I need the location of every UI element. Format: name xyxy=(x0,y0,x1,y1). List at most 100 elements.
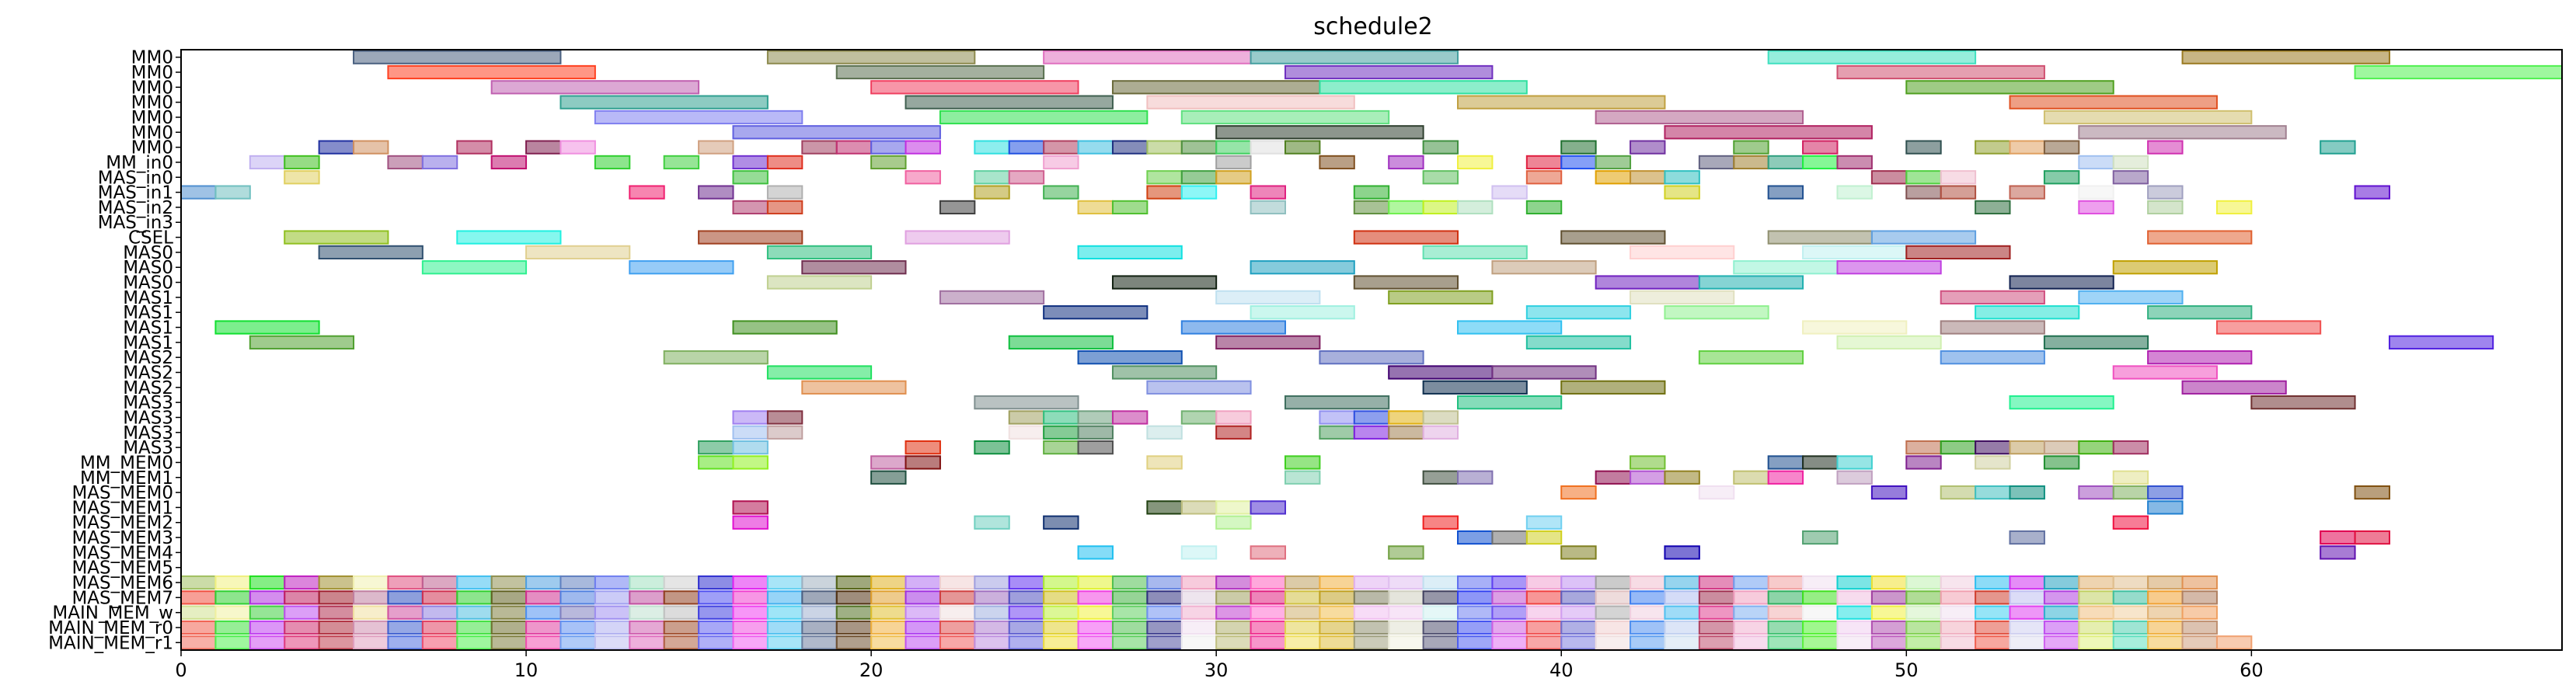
task-bar xyxy=(1767,470,1804,485)
task-bar xyxy=(1284,635,1321,650)
task-bar xyxy=(1940,185,1977,200)
task-bar xyxy=(1698,635,1735,650)
task-bar xyxy=(1457,320,1563,335)
y-tick-label: MAS_MEM4 xyxy=(71,543,173,563)
task-bar xyxy=(629,635,665,650)
task-bar xyxy=(1422,470,1459,485)
task-bar xyxy=(1422,245,1528,259)
task-bar xyxy=(2043,455,2080,470)
y-tick-label: MAS3 xyxy=(123,438,173,458)
task-bar xyxy=(766,275,873,290)
task-bar xyxy=(1180,620,1218,635)
task-bar xyxy=(353,620,389,635)
task-bar xyxy=(214,605,251,620)
task-bar xyxy=(732,635,769,650)
task-bar xyxy=(2147,635,2184,650)
task-bar xyxy=(1077,140,1114,155)
task-bar xyxy=(801,140,838,155)
task-bar xyxy=(1767,590,1804,605)
task-bar xyxy=(214,320,320,335)
task-bar xyxy=(1664,125,1873,140)
task-bar xyxy=(214,590,251,605)
task-bar xyxy=(2181,605,2218,620)
task-bar xyxy=(905,575,941,590)
task-bar xyxy=(732,170,769,185)
task-bar xyxy=(1215,500,1252,515)
task-bar xyxy=(318,590,355,605)
task-bar xyxy=(1250,305,1355,320)
task-bar xyxy=(1836,605,1873,620)
task-bar xyxy=(1560,140,1597,155)
task-bar xyxy=(284,155,320,170)
task-bar xyxy=(1284,140,1321,155)
task-bar xyxy=(2147,200,2184,215)
task-bar xyxy=(1284,64,1494,80)
task-bar xyxy=(1043,590,1079,605)
task-bar xyxy=(1630,590,1666,605)
task-bar xyxy=(1457,590,1494,605)
task-bar xyxy=(939,590,976,605)
task-bar xyxy=(1975,635,2011,650)
task-bar xyxy=(1319,425,1355,440)
task-bar xyxy=(318,620,355,635)
task-bar xyxy=(1457,155,1494,170)
task-bar xyxy=(1767,455,1804,470)
task-bar xyxy=(284,575,320,590)
task-bar xyxy=(974,590,1010,605)
task-bar xyxy=(1560,485,1597,500)
task-bar xyxy=(732,125,941,140)
task-bar xyxy=(1353,620,1390,635)
task-bar xyxy=(766,410,803,425)
task-bar xyxy=(1457,530,1494,545)
task-bar xyxy=(1630,470,1666,485)
task-bar xyxy=(1422,380,1528,395)
task-bar xyxy=(1698,575,1735,590)
task-bar xyxy=(1111,575,1149,590)
task-bar xyxy=(1250,605,1286,620)
task-bar xyxy=(732,575,769,590)
task-bar xyxy=(2078,125,2287,140)
task-bar xyxy=(766,365,873,380)
task-bar xyxy=(525,605,562,620)
task-bar xyxy=(1733,605,1769,620)
task-bar xyxy=(1043,440,1079,455)
task-bar xyxy=(974,605,1010,620)
task-bar xyxy=(1077,425,1114,440)
task-bar xyxy=(1043,605,1079,620)
task-bar xyxy=(2078,290,2184,304)
task-bar xyxy=(1008,575,1045,590)
task-bar xyxy=(1905,605,1942,620)
task-bar xyxy=(1111,635,1149,650)
task-bar xyxy=(1043,425,1079,440)
task-bar xyxy=(2009,530,2045,545)
task-bar xyxy=(2043,440,2080,455)
task-bar xyxy=(974,515,1010,530)
task-bar xyxy=(1905,635,1942,650)
task-bar xyxy=(456,590,493,605)
task-bar xyxy=(870,635,907,650)
task-bar xyxy=(1905,455,1942,470)
task-bar xyxy=(663,155,700,170)
task-bar xyxy=(1630,635,1666,650)
task-bar xyxy=(698,590,734,605)
task-bar xyxy=(2009,485,2045,500)
task-bar xyxy=(1319,590,1355,605)
task-bar xyxy=(490,605,528,620)
task-bar xyxy=(1940,290,2045,304)
y-tick-label: MAS_in2 xyxy=(98,198,173,218)
task-bar xyxy=(353,605,389,620)
task-bar xyxy=(1043,410,1079,425)
task-bar xyxy=(1940,620,1977,635)
task-bar xyxy=(1215,575,1252,590)
task-bar xyxy=(1975,140,2011,155)
task-bar xyxy=(1008,620,1045,635)
task-bar xyxy=(1525,620,1563,635)
task-bar xyxy=(1975,305,2080,320)
task-bar xyxy=(1802,455,1839,470)
task-bar xyxy=(1940,575,1977,590)
task-bar xyxy=(1353,575,1390,590)
task-bar xyxy=(1008,590,1045,605)
task-bar xyxy=(1319,575,1355,590)
task-bar xyxy=(1767,605,1804,620)
task-bar xyxy=(559,635,596,650)
